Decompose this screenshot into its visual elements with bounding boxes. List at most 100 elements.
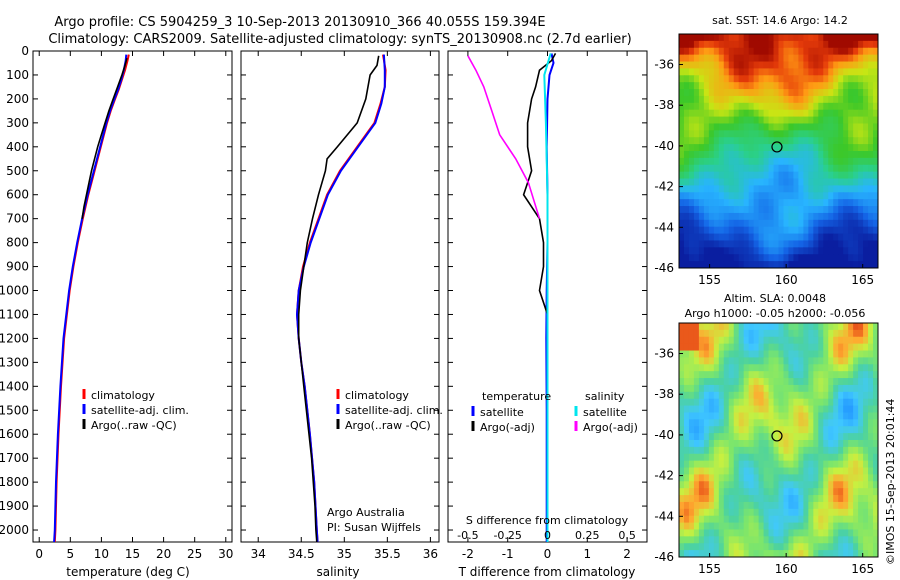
sst-map-cell [768,61,775,69]
sst-map-cell [688,89,695,97]
sla-map-cell [763,460,770,469]
sst-map-cell [848,144,854,152]
sla-map-cell [753,474,760,482]
sst-map-cell [818,192,824,200]
sla-map-cell [728,329,735,338]
sst-map-cell [793,34,799,42]
sst-map-cell [698,75,705,83]
sla-map-cell [703,364,710,372]
sst-map-cell [723,116,730,124]
sst-map-cell [788,226,794,235]
sla-map-cell [873,474,879,482]
sst-map-cell [703,75,710,83]
sla-map-cell [758,336,765,345]
sla-map-cell [863,495,869,503]
sst-map-cell [828,144,834,152]
sst-map-cell [828,130,834,138]
sla-map-cell [718,550,725,558]
sla-map-cell [748,522,755,530]
sst-map-cell [683,199,690,207]
sst-map-cell [863,151,869,159]
sst-map-cell [843,54,849,63]
sst-map-cell [818,261,824,269]
sla-map-cell [723,343,730,352]
sla-map-cell [778,426,784,434]
sla-map-cell [679,467,685,475]
sla-map-cell [863,412,869,420]
sst-map-cell [723,261,730,269]
sst-map-cell [728,123,735,131]
sla-map-cell [708,522,715,530]
sst-map-cell [853,240,859,248]
sla-map-cell [823,391,829,400]
sst-map-cell [703,219,710,228]
sst-map-cell [738,233,745,241]
sla-map-cell [758,364,765,372]
sst-map-cell [733,109,740,118]
sst-map-cell [808,130,814,138]
sla-map-cell [858,481,864,489]
sla-map-cell [753,364,760,372]
sst-map-cell [798,164,804,173]
sla-map-cell [753,508,760,517]
sla-map-cell [743,446,750,455]
sst-map-cell [733,206,740,214]
sst-map-cell [723,75,730,83]
sla-map-cell [778,501,784,510]
sst-map-cell [853,109,859,118]
sst-map-cell [708,102,715,111]
sst-map-cell [738,137,745,145]
sst-map-cell [788,178,794,186]
sst-map-cell [778,123,784,131]
sst-map-cell [738,185,745,193]
sla-map-cell [833,495,839,503]
sst-map-xtick-label: 155 [698,273,721,287]
sst-map-cell [718,233,725,241]
sst-map-cell [703,144,710,152]
sst-map-cell [733,123,740,131]
sla-map-cell [873,405,879,413]
sst-map-cell [728,206,735,214]
sla-map-cell [783,522,789,530]
temperature-series-argo-raw-qc- [81,57,128,219]
sst-map-cell [679,47,685,56]
sst-map-cell [868,61,874,69]
sla-map-cell [818,529,824,537]
sst-map-cell [868,219,874,228]
sla-map-cell [768,329,775,338]
sla-map-cell [698,364,705,372]
sst-map-cell [713,47,720,56]
sla-map-cell [798,405,804,413]
sla-map-cell [703,467,710,475]
sla-map-cell [713,522,720,530]
sst-map-cell [808,185,814,193]
sst-map-cell [773,151,779,159]
sla-map-cell [693,460,700,469]
sst-map-cell [688,137,695,145]
sla-map-cell [733,343,740,352]
sla-map-cell [693,446,700,455]
salinity-panel: 34 34.5 35 35.5 36climatologysatellite-adj. … [240,50,443,561]
sst-map-cell [698,102,705,111]
sla-map-cell [778,398,784,407]
sla-map-cell [808,474,814,482]
sst-map-cell [853,192,859,200]
sst-map-cell [798,34,804,42]
sla-map-cell [773,481,779,489]
sst-title: sat. SST: 14.6 Argo: 14.2 [712,14,848,27]
sst-map-cell [723,102,730,111]
sla-map-cell [873,440,879,448]
sla-map-cell [723,481,730,489]
sla-map-cell [823,343,829,352]
sst-map-cell [848,185,854,193]
sla-map-cell [823,371,829,379]
sla-map-cell [723,391,730,400]
sla-map-cell [768,433,775,441]
sla-map-cell [853,543,859,551]
sst-map-cell [828,116,834,124]
sst-map-cell [698,34,705,42]
sst-map-cell [768,123,775,131]
sla-map-cell [843,481,849,489]
sst-map-cell [723,137,730,145]
sst-map-cell [838,199,844,207]
